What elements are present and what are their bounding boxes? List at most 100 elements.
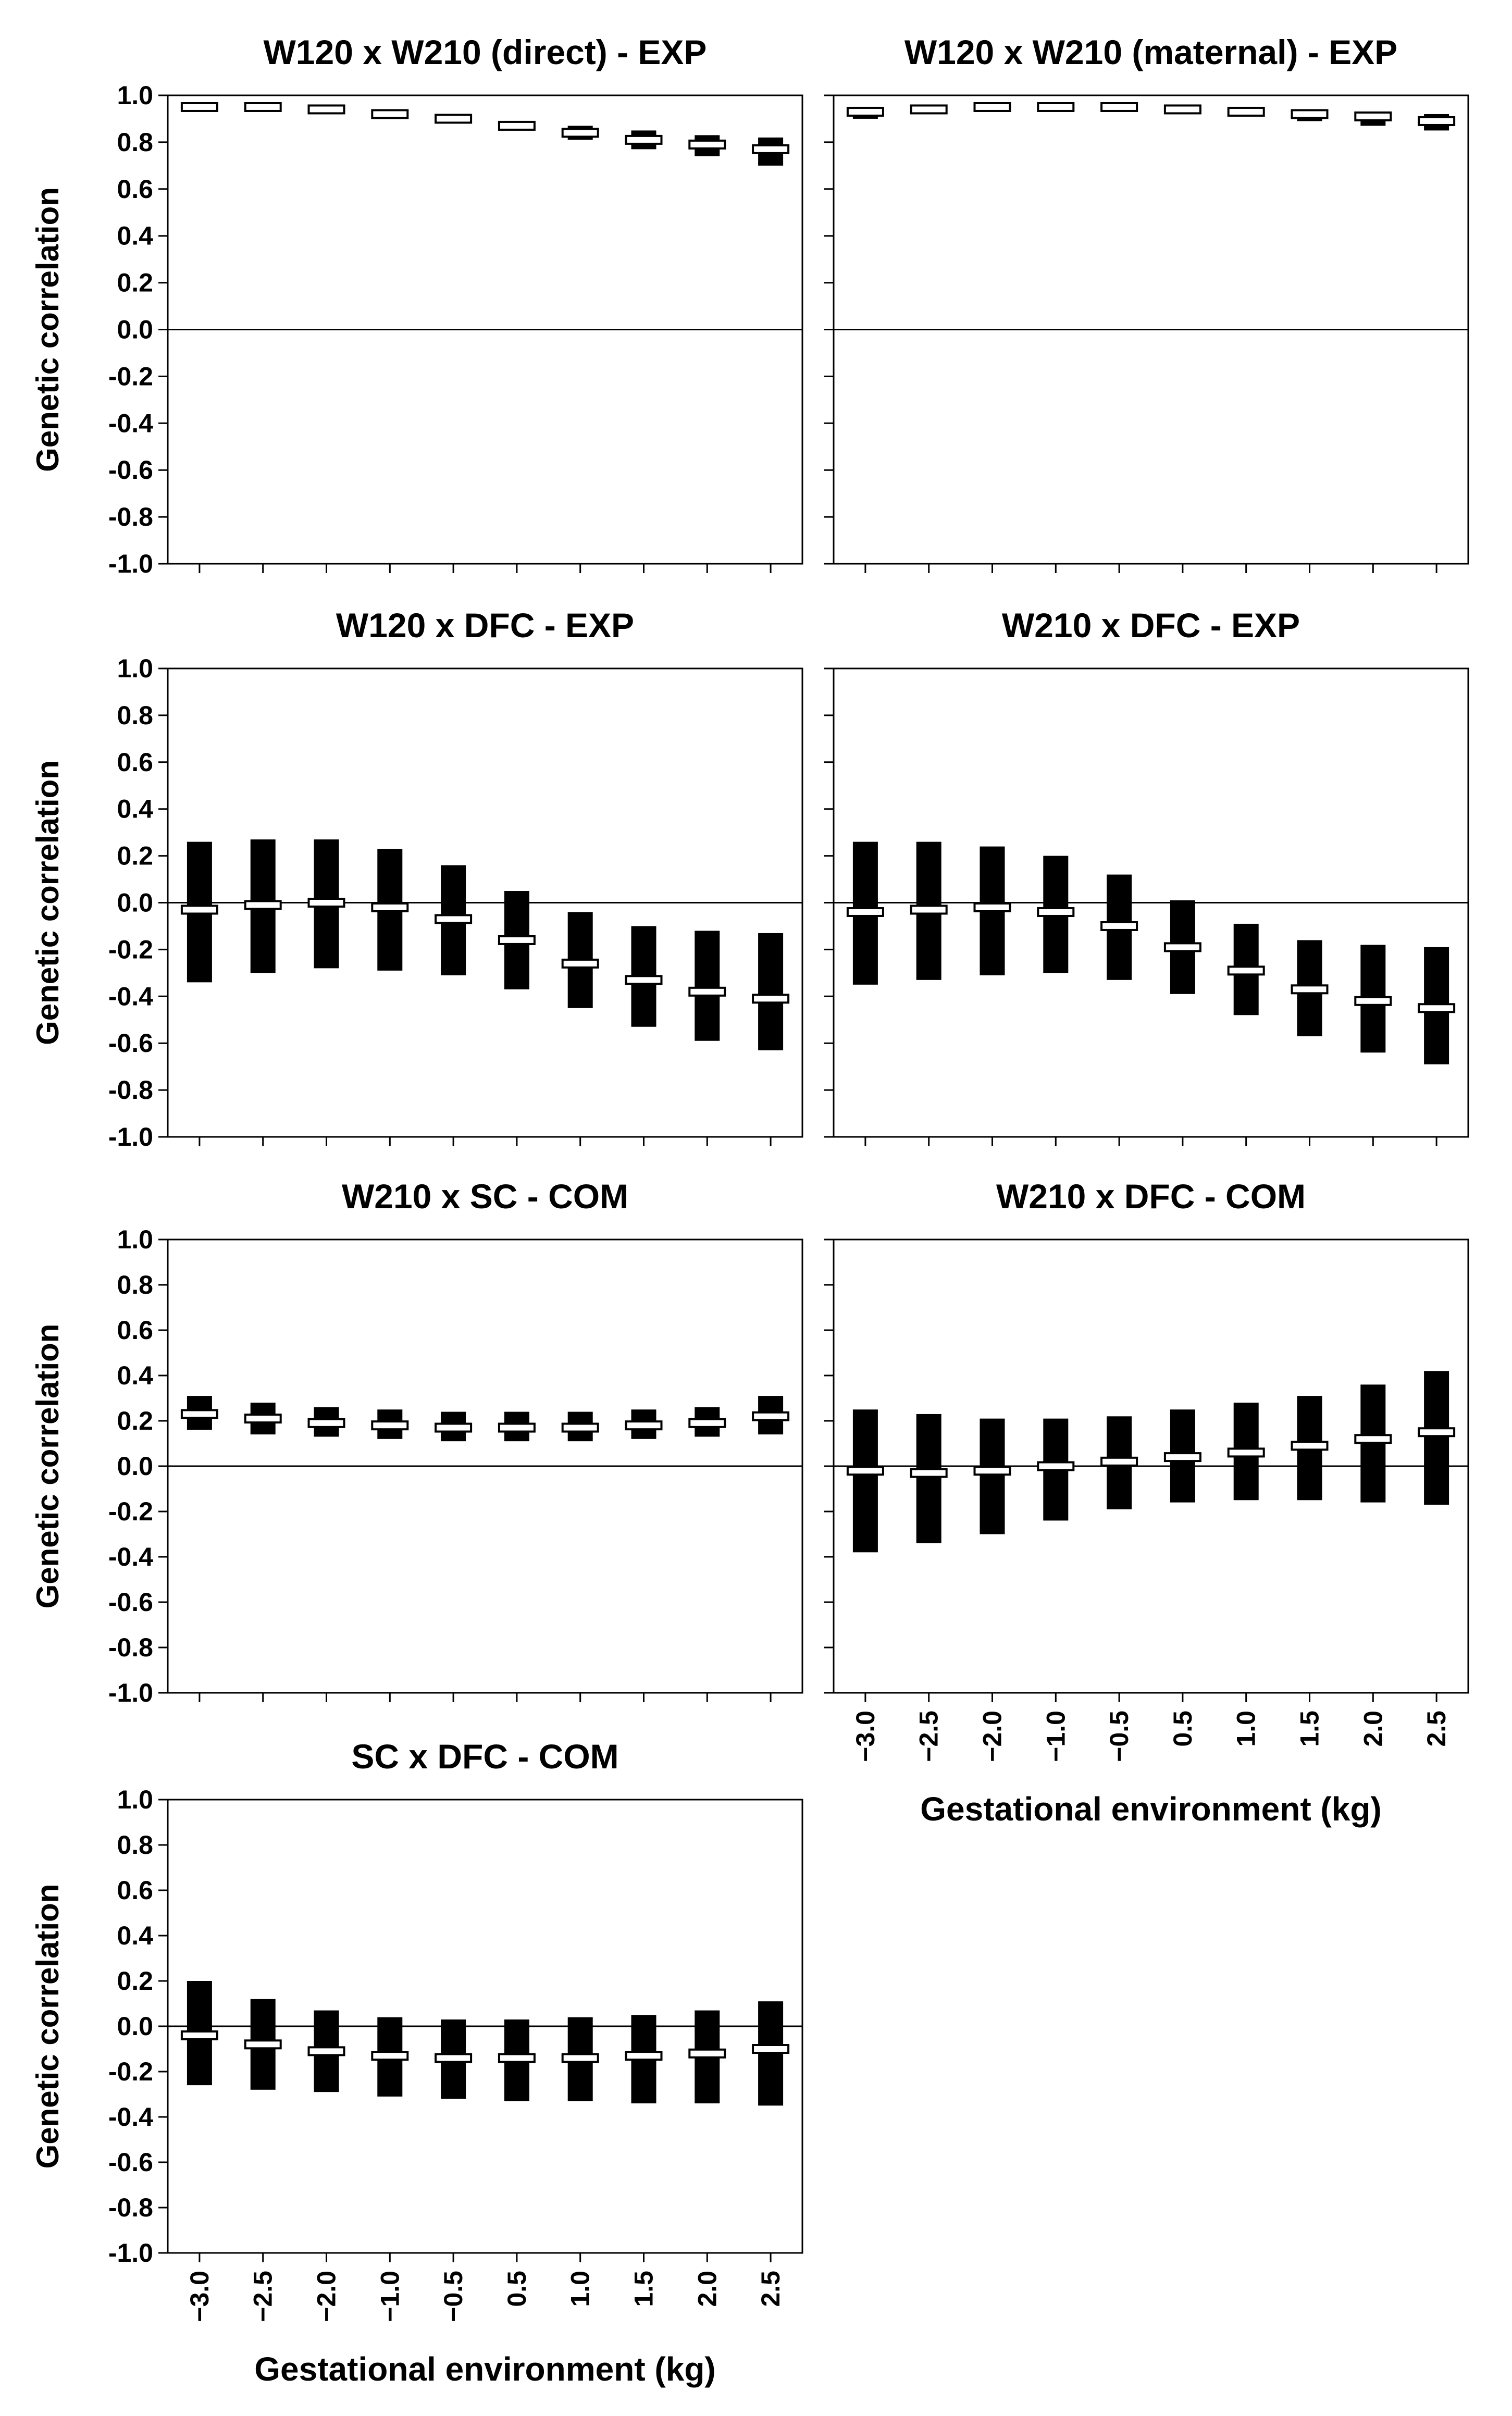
estimate-marker bbox=[435, 2053, 473, 2063]
x-tick-label: 1.5 bbox=[629, 2271, 659, 2307]
estimate-marker bbox=[846, 907, 884, 917]
y-axis-label: Genetic correlation bbox=[30, 1884, 65, 2169]
y-tick-label: 0.0 bbox=[117, 888, 153, 918]
y-tick-label: -1.0 bbox=[108, 549, 153, 578]
chart-title: W120 x W210 (maternal) - EXP bbox=[904, 33, 1397, 71]
estimate-marker bbox=[244, 102, 282, 112]
estimate-marker bbox=[180, 1409, 218, 1419]
estimate-marker bbox=[307, 898, 345, 908]
estimate-marker bbox=[1163, 1452, 1201, 1463]
x-tick-label: −1.0 bbox=[375, 2271, 404, 2322]
estimate-marker bbox=[973, 102, 1011, 112]
estimate-marker bbox=[498, 120, 536, 131]
estimate-marker bbox=[688, 986, 726, 997]
x-tick-label: 1.0 bbox=[1232, 1711, 1261, 1747]
x-tick-label: −1.0 bbox=[1041, 1711, 1070, 1762]
estimate-marker bbox=[1354, 996, 1392, 1006]
estimate-marker bbox=[1163, 104, 1201, 115]
estimate-marker bbox=[910, 1468, 948, 1478]
estimate-marker bbox=[1291, 109, 1329, 119]
y-tick-label: -0.4 bbox=[108, 408, 153, 438]
estimate-marker bbox=[244, 900, 282, 910]
estimate-marker bbox=[1418, 116, 1456, 126]
estimate-marker bbox=[371, 2051, 409, 2061]
y-tick-label: 0.6 bbox=[117, 748, 153, 777]
x-tick-label: −3.0 bbox=[185, 2271, 214, 2322]
interval-bar bbox=[695, 931, 720, 1041]
y-tick-label: -1.0 bbox=[108, 2238, 153, 2268]
chart-title: W210 x DFC - COM bbox=[996, 1177, 1306, 1216]
estimate-marker bbox=[1163, 942, 1201, 952]
estimate-marker bbox=[1354, 1434, 1392, 1444]
estimate-marker bbox=[435, 914, 473, 924]
y-tick-label: 0.8 bbox=[117, 1830, 153, 1860]
estimate-marker bbox=[1037, 102, 1075, 112]
y-tick-label: 0.0 bbox=[117, 315, 153, 344]
y-tick-label: -0.6 bbox=[108, 455, 153, 485]
interval-bar bbox=[852, 1409, 878, 1553]
y-tick-label: -0.2 bbox=[108, 2057, 153, 2086]
estimate-marker bbox=[180, 2030, 218, 2040]
estimate-marker bbox=[625, 975, 663, 985]
estimate-marker bbox=[561, 958, 599, 969]
estimate-marker bbox=[244, 1414, 282, 1424]
estimate-marker bbox=[752, 2044, 790, 2054]
y-tick-label: 1.0 bbox=[117, 1785, 153, 1814]
y-tick-label: -0.6 bbox=[108, 2148, 153, 2177]
interval-bar bbox=[980, 1418, 1005, 1534]
y-tick-label: 0.6 bbox=[117, 175, 153, 204]
x-tick-label: −0.5 bbox=[439, 2271, 468, 2322]
x-tick-label: 2.5 bbox=[1422, 1711, 1451, 1747]
estimate-marker bbox=[498, 2053, 536, 2063]
estimate-marker bbox=[846, 106, 884, 117]
chart-title: W120 x W210 (direct) - EXP bbox=[264, 33, 707, 71]
estimate-marker bbox=[1418, 1427, 1456, 1438]
x-tick-label: 1.5 bbox=[1295, 1711, 1324, 1747]
y-tick-label: -1.0 bbox=[108, 1122, 153, 1151]
estimate-marker bbox=[561, 2053, 599, 2063]
estimate-marker bbox=[1227, 1447, 1265, 1458]
estimate-marker bbox=[973, 1466, 1011, 1476]
y-tick-label: -0.6 bbox=[108, 1029, 153, 1058]
y-tick-label: -0.4 bbox=[108, 982, 153, 1011]
chart-title: SC x DFC - COM bbox=[351, 1737, 618, 1776]
estimate-marker bbox=[688, 139, 726, 150]
y-tick-label: 0.4 bbox=[117, 1361, 153, 1390]
interval-bar bbox=[758, 933, 784, 1050]
estimate-marker bbox=[752, 994, 790, 1004]
estimate-marker bbox=[371, 109, 409, 119]
y-tick-label: 0.6 bbox=[117, 1316, 153, 1345]
y-tick-label: 0.4 bbox=[117, 1921, 153, 1950]
y-tick-label: -0.2 bbox=[108, 935, 153, 964]
estimate-marker bbox=[1100, 102, 1138, 112]
y-tick-label: 0.8 bbox=[117, 701, 153, 730]
chart-panel-1: W120 x W210 (direct) - EXP 1.0 0.8 0.6 0.4 0.… bbox=[30, 33, 803, 578]
y-tick-label: 1.0 bbox=[117, 654, 153, 683]
y-tick-label: 1.0 bbox=[117, 81, 153, 110]
chart-panel-6: W210 x DFC - COM −3.0 −2.5 −2.0 −1.0 −0.5 0.5 1… bbox=[824, 1177, 1469, 1828]
y-tick-label: 0.4 bbox=[117, 221, 153, 251]
y-axis-label: Genetic correlation bbox=[30, 760, 65, 1045]
y-axis-label: Genetic correlation bbox=[30, 1324, 65, 1609]
x-tick-label: 1.0 bbox=[566, 2271, 595, 2307]
y-tick-label: -0.8 bbox=[108, 502, 153, 531]
x-tick-label: −0.5 bbox=[1105, 1711, 1134, 1762]
estimate-marker bbox=[1100, 1456, 1138, 1467]
x-axis-label: Gestational environment (kg) bbox=[254, 2350, 715, 2388]
chart-title: W210 x DFC - EXP bbox=[1002, 606, 1300, 645]
y-tick-label: -1.0 bbox=[108, 1678, 153, 1707]
chart-panel-5: W210 x SC - COM 1.0 0.8 0.6 0.4 0.2 0.0 -0.2 -0.… bbox=[30, 1177, 803, 1707]
y-tick-label: 0.6 bbox=[117, 1876, 153, 1905]
y-tick-label: -0.8 bbox=[108, 2193, 153, 2222]
estimate-marker bbox=[371, 902, 409, 912]
estimate-marker bbox=[910, 905, 948, 915]
estimate-marker bbox=[1291, 1441, 1329, 1451]
y-tick-label: -0.4 bbox=[108, 1542, 153, 1571]
y-tick-label: 0.8 bbox=[117, 128, 153, 157]
estimate-marker bbox=[498, 1422, 536, 1433]
x-tick-label: 2.0 bbox=[692, 2271, 722, 2307]
x-tick-label: 2.5 bbox=[756, 2271, 785, 2307]
estimate-marker bbox=[625, 134, 663, 145]
y-tick-label: 0.2 bbox=[117, 1406, 153, 1435]
